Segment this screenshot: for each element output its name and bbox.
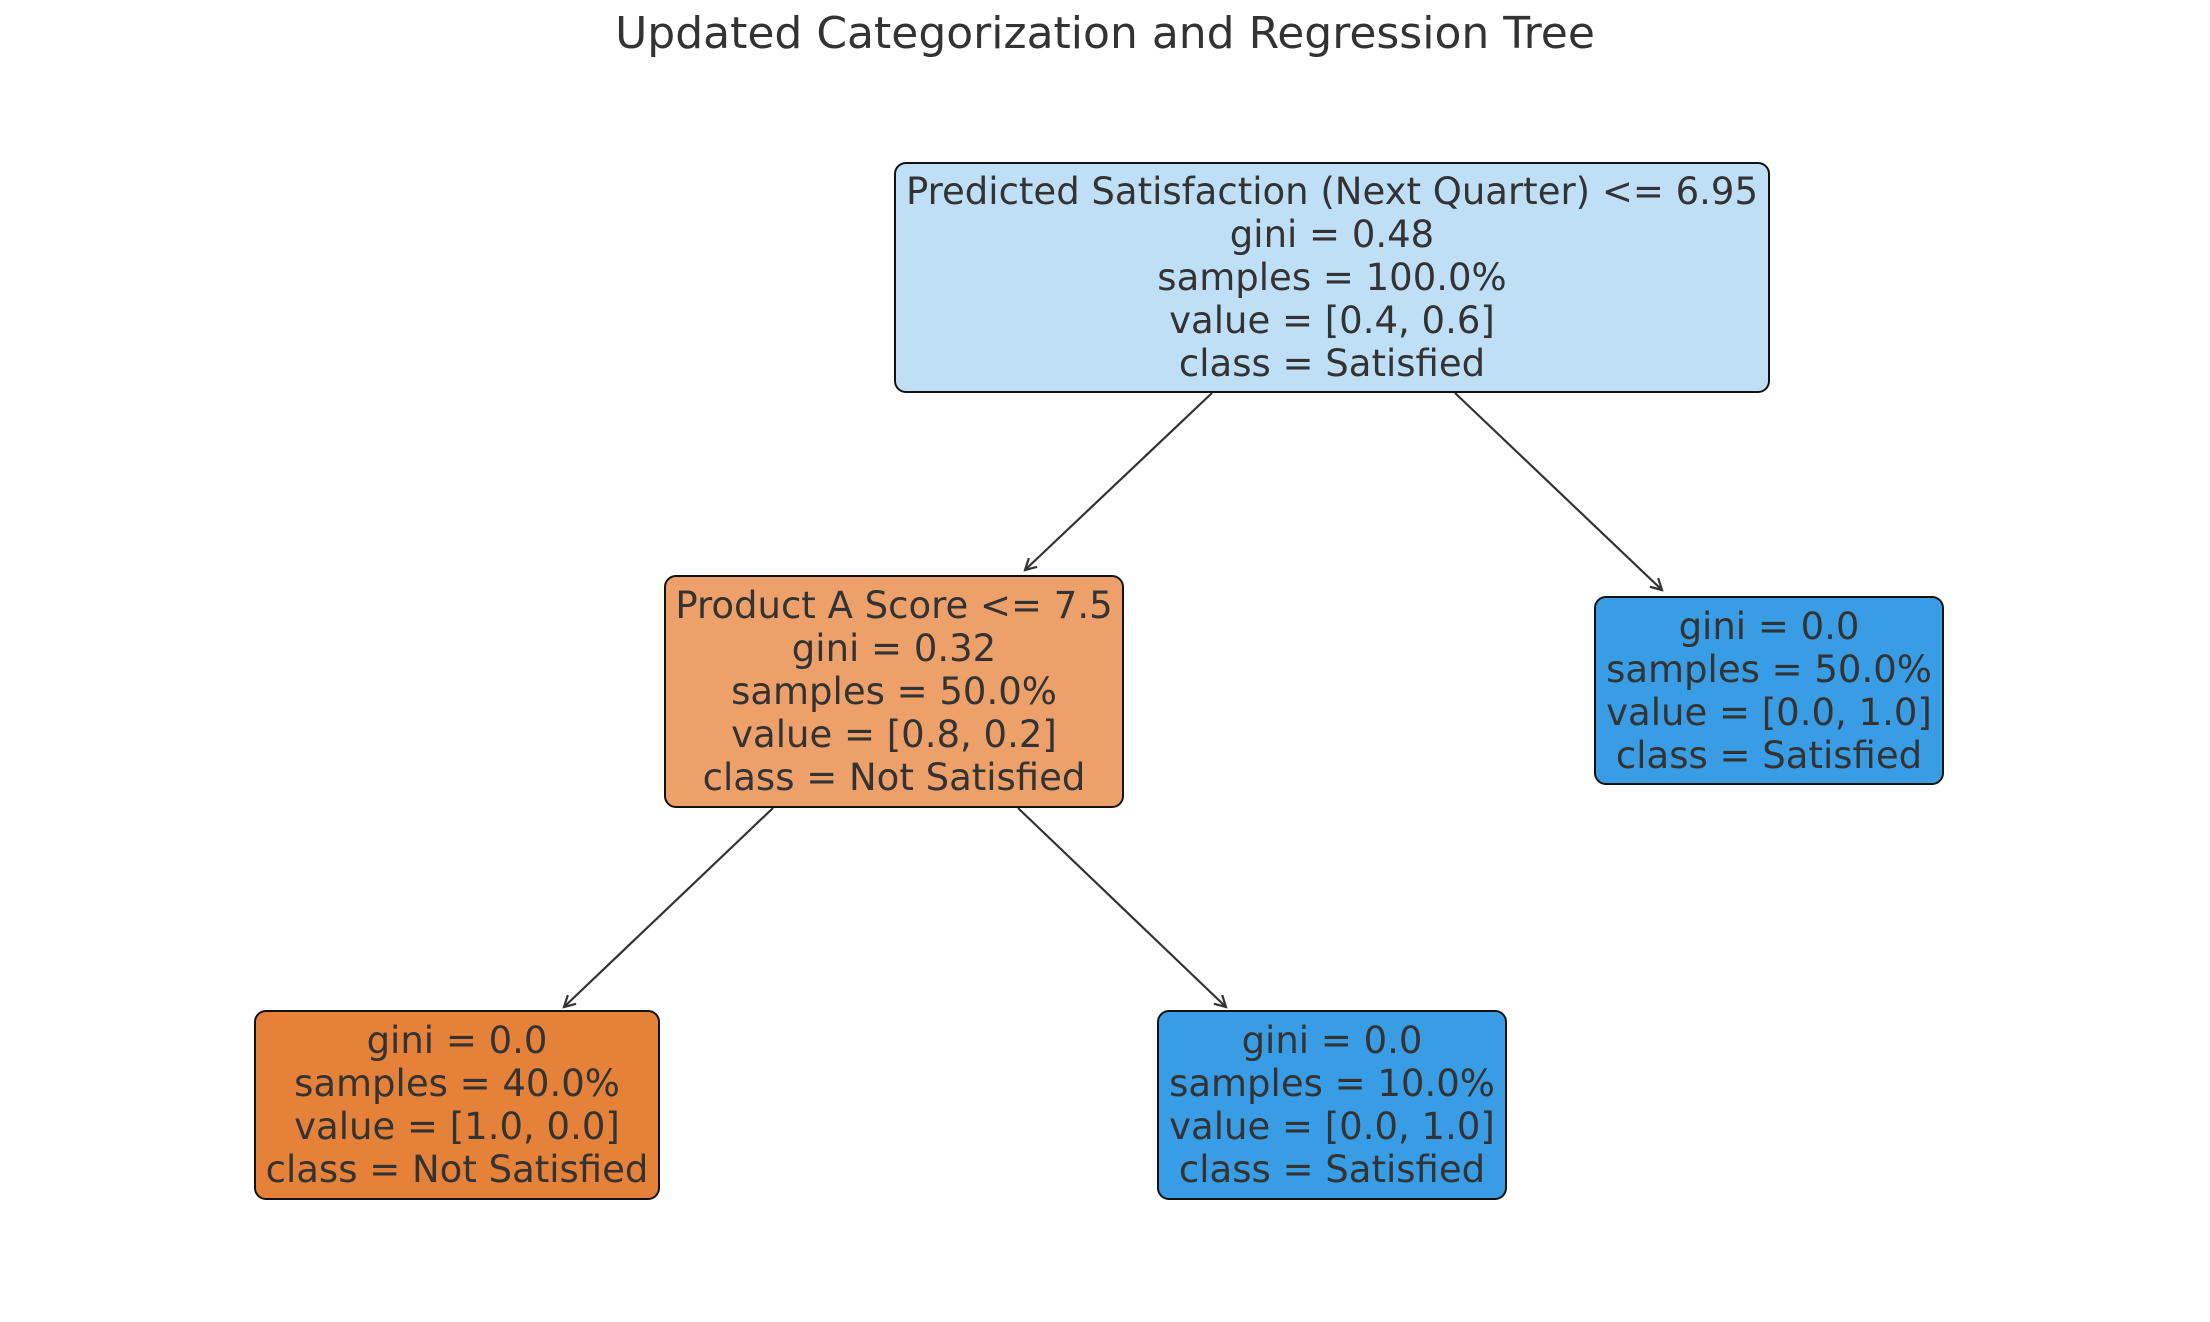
node-condition: Product A Score <= 7.5 [675,584,1113,627]
tree-leaf-left-right: gini = 0.0 samples = 10.0% value = [0.0,… [1157,1010,1507,1200]
node-samples: samples = 10.0% [1169,1062,1495,1105]
node-value: value = [1.0, 0.0] [294,1105,620,1148]
node-value: value = [0.4, 0.6] [1169,299,1495,342]
edge-node1-to-leaf-lr [1017,807,1226,1007]
tree-node-product-a: Product A Score <= 7.5 gini = 0.32 sampl… [664,575,1124,808]
node-value: value = [0.0, 1.0] [1169,1105,1495,1148]
page-title: Updated Categorization and Regression Tr… [615,8,1595,59]
node-samples: samples = 40.0% [294,1062,620,1105]
node-value: value = [0.0, 1.0] [1606,690,1932,734]
node-samples: samples = 50.0% [731,670,1057,713]
node-gini: gini = 0.0 [366,1019,548,1062]
node-samples: samples = 50.0% [1606,647,1932,691]
edge-node1-to-leaf-ll [564,807,774,1007]
node-condition: Predicted Satisfaction (Next Quarter) <=… [905,170,1759,213]
tree-node-root: Predicted Satisfaction (Next Quarter) <=… [894,162,1770,393]
node-gini: gini = 0.0 [1241,1019,1423,1062]
node-value: value = [0.8, 0.2] [731,713,1057,756]
node-samples: samples = 100.0% [1157,256,1507,299]
node-class: class = Not Satisfied [265,1148,649,1191]
node-class: class = Not Satisfied [702,756,1086,799]
edge-root-to-leaf-right [1454,392,1662,590]
node-gini: gini = 0.32 [791,627,997,670]
tree-leaf-left-left: gini = 0.0 samples = 40.0% value = [1.0,… [254,1010,660,1200]
edge-root-to-node1 [1025,392,1213,570]
node-class: class = Satisfied [1178,342,1486,385]
node-gini: gini = 0.48 [1229,213,1435,256]
tree-leaf-right: gini = 0.0 samples = 50.0% value = [0.0,… [1594,596,1944,785]
node-gini: gini = 0.0 [1678,604,1860,648]
node-class: class = Satisfied [1178,1148,1486,1191]
node-class: class = Satisfied [1615,733,1923,777]
